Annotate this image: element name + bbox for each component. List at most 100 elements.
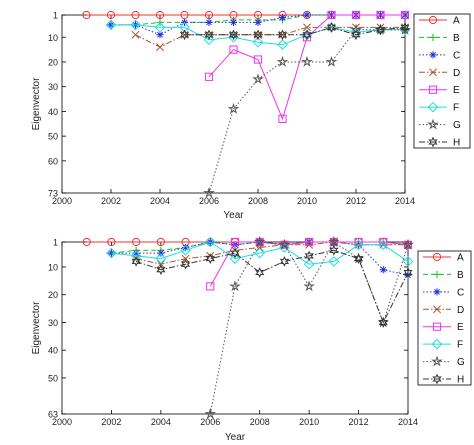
y-tick-label: 73 bbox=[48, 189, 58, 199]
data-point-F bbox=[154, 22, 166, 33]
y-tick-label: 1 bbox=[53, 238, 58, 248]
data-point-H bbox=[179, 29, 190, 41]
data-point-G bbox=[402, 238, 414, 250]
data-point-G bbox=[328, 235, 340, 248]
y-tick-label: 10 bbox=[48, 262, 58, 272]
y-tick-label: 10 bbox=[48, 33, 58, 43]
series-line-F bbox=[111, 24, 405, 46]
legend-marker-D bbox=[429, 68, 437, 77]
data-point-D bbox=[303, 23, 311, 32]
x-tick-label: 2006 bbox=[200, 417, 220, 427]
data-point-F bbox=[303, 258, 315, 270]
data-point-H bbox=[304, 250, 314, 262]
legend-marker-B bbox=[433, 270, 441, 279]
data-point-F bbox=[277, 39, 288, 50]
data-point-F bbox=[203, 34, 215, 46]
legend-label-D: D bbox=[457, 305, 464, 316]
legend-label-C: C bbox=[453, 50, 460, 61]
data-point-C bbox=[229, 18, 238, 27]
legend-label-E: E bbox=[457, 322, 464, 333]
data-point-G bbox=[325, 55, 338, 67]
data-point-F bbox=[279, 242, 290, 253]
data-point-H bbox=[302, 29, 312, 41]
data-point-C bbox=[205, 18, 213, 27]
x-tick-label: 2014 bbox=[395, 196, 415, 206]
chart-panel-2: 2000 2002 2004 2006 2008 2010 2012 2014 1 10 20 30 4… bbox=[31, 235, 472, 443]
data-point-F bbox=[402, 256, 414, 267]
data-point-A bbox=[107, 237, 116, 247]
data-point-F bbox=[377, 239, 389, 251]
data-point-H bbox=[253, 29, 263, 41]
data-point-H bbox=[204, 29, 214, 41]
data-point-H bbox=[326, 22, 337, 33]
y-tick-label: 63 bbox=[48, 410, 58, 420]
legend-marker-E bbox=[432, 322, 442, 331]
data-point-H bbox=[180, 258, 191, 270]
data-point-E bbox=[354, 237, 363, 247]
x-axis-label: Year bbox=[225, 432, 246, 443]
data-point-F bbox=[106, 247, 117, 259]
series-line-D bbox=[135, 241, 408, 265]
data-point-F bbox=[350, 26, 362, 38]
legend-box bbox=[413, 13, 471, 149]
data-point-A bbox=[204, 10, 214, 20]
x-tick-label: 2008 bbox=[248, 196, 268, 206]
data-point-C bbox=[404, 271, 412, 279]
x-tick-label: 2012 bbox=[349, 417, 369, 427]
legend-label-D: D bbox=[453, 68, 460, 79]
legend-marker-F bbox=[427, 101, 439, 113]
data-point-A bbox=[82, 10, 91, 20]
x-tick-label: 2004 bbox=[151, 417, 171, 427]
data-point-C bbox=[231, 241, 239, 249]
data-point-G bbox=[303, 280, 315, 292]
legend-marker-A bbox=[428, 15, 438, 25]
data-point-G bbox=[253, 235, 266, 248]
data-point-H bbox=[156, 264, 166, 276]
data-point-E bbox=[327, 10, 336, 20]
data-point-E bbox=[229, 45, 238, 54]
data-point-H bbox=[378, 317, 388, 328]
legend-marker-G bbox=[427, 118, 439, 130]
legend-marker-H bbox=[428, 136, 438, 148]
data-point-F bbox=[254, 247, 266, 259]
data-point-E bbox=[278, 114, 287, 123]
data-point-C bbox=[254, 18, 262, 27]
data-point-H bbox=[255, 267, 265, 278]
legend-marker-D bbox=[433, 305, 441, 314]
data-point-H bbox=[277, 29, 288, 41]
legend-label-H: H bbox=[457, 375, 464, 386]
data-point-E bbox=[204, 72, 214, 81]
data-point-H bbox=[403, 267, 413, 278]
data-point-E bbox=[230, 237, 240, 247]
data-point-D bbox=[181, 254, 190, 263]
data-point-C bbox=[132, 249, 140, 257]
data-point-H bbox=[131, 255, 141, 267]
x-tick-label: 2000 bbox=[52, 417, 72, 427]
legend-marker-C bbox=[429, 51, 437, 59]
y-tick-label: 20 bbox=[48, 57, 58, 67]
x-tick-label: 2012 bbox=[346, 196, 366, 206]
legend-marker-B bbox=[429, 33, 437, 42]
data-point-F bbox=[252, 36, 264, 48]
data-point-E bbox=[400, 10, 410, 20]
data-point-E bbox=[253, 55, 263, 64]
data-point-F bbox=[155, 253, 167, 264]
series-line-H bbox=[135, 249, 409, 324]
series-H bbox=[179, 22, 410, 41]
data-point-H bbox=[228, 29, 239, 41]
legend-marker-G bbox=[431, 355, 443, 367]
x-tick-label: 2014 bbox=[398, 417, 418, 427]
series-F bbox=[106, 236, 414, 270]
data-point-G bbox=[227, 102, 240, 114]
data-point-H bbox=[400, 22, 410, 33]
y-tick-label: 50 bbox=[48, 132, 58, 142]
data-point-H bbox=[375, 24, 386, 36]
data-point-G bbox=[252, 73, 264, 85]
x-tick-label: 2004 bbox=[150, 196, 170, 206]
y-tick-label: 40 bbox=[48, 107, 58, 117]
y-tick-label: 30 bbox=[48, 318, 58, 328]
legend-label-H: H bbox=[453, 138, 460, 149]
data-point-H bbox=[230, 247, 240, 259]
data-point-A bbox=[131, 10, 140, 20]
